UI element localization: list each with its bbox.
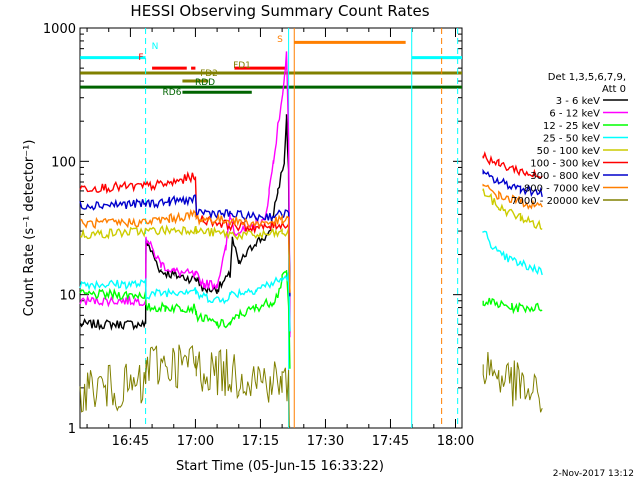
- series-line-12-25-kev: [79, 270, 543, 369]
- status-bar-label: F: [138, 53, 143, 63]
- legend-entry-label: 3 - 6 keV: [556, 96, 600, 107]
- legend-entry-label: 100 - 300 keV: [530, 159, 600, 170]
- status-bar-label: RD6: [163, 88, 182, 98]
- y-tick-label: 100: [51, 155, 76, 170]
- legend-entry-label: 25 - 50 keV: [543, 134, 600, 145]
- status-bar-label: FD2: [200, 69, 218, 79]
- footer-date: 2-Nov-2017 13:12: [553, 469, 634, 479]
- series-line-800-7000-kev: [80, 183, 543, 293]
- series-line-25-50-kev: [79, 230, 543, 332]
- y-tick-label: 1000: [43, 22, 76, 37]
- series-line-7000-20000-kev: [79, 344, 543, 428]
- status-bar-label: S: [277, 35, 283, 45]
- series-line-100-300-kev: [79, 151, 543, 296]
- legend-entry-label: 6 - 12 keV: [549, 109, 600, 120]
- x-axis-label: Start Time (05-Jun-15 16:33:22): [176, 459, 384, 474]
- y-tick-label: 10: [59, 289, 76, 304]
- series-lines: [79, 51, 543, 428]
- x-tick-label: 17:15: [242, 434, 279, 449]
- x-tick-label: 18:00: [437, 434, 474, 449]
- legend-entry-label: 7000 - 20000 keV: [511, 196, 600, 207]
- legend-header-line1: Det 1,3,5,6,7,9,: [548, 72, 626, 83]
- x-tick-label: 17:00: [177, 434, 214, 449]
- y-axis-label: Count Rate (s⁻¹ detector⁻¹): [22, 140, 37, 317]
- plot-frame: [79, 27, 463, 429]
- legend-entry-label: 12 - 25 keV: [543, 121, 600, 132]
- x-tick-label: 17:45: [372, 434, 409, 449]
- x-tick-label: 16:45: [112, 434, 149, 449]
- series-line-6-12-kev: [79, 51, 291, 338]
- legend-entry-label: 800 - 7000 keV: [524, 184, 600, 195]
- x-tick-label: 17:30: [307, 434, 344, 449]
- legend-header-line2: Att 0: [602, 84, 626, 95]
- legend-entry-label: 50 - 100 keV: [537, 146, 601, 157]
- status-bar-label: FD1: [233, 61, 251, 71]
- status-bar-label: N: [152, 42, 159, 52]
- chart-title: HESSI Observing Summary Count Rates: [130, 2, 429, 20]
- status-bar-label: RDD: [195, 78, 215, 88]
- series-line-50-100-kev: [80, 188, 543, 292]
- legend-entry-label: 300 - 800 keV: [530, 171, 600, 182]
- y-tick-label: 1: [68, 422, 76, 437]
- series-line-300-800-kev: [79, 168, 543, 297]
- series-line-3-6-kev: [79, 114, 291, 334]
